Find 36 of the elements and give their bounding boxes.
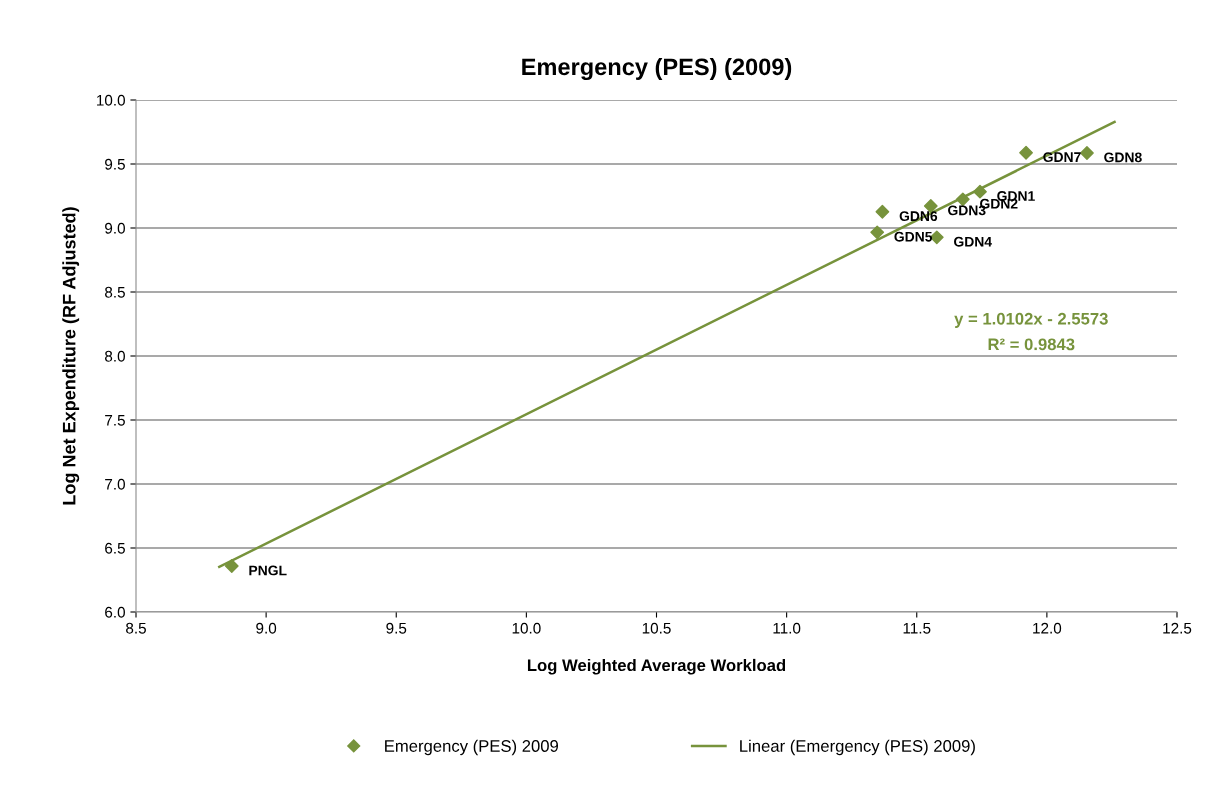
point	[870, 225, 885, 240]
y-tick-label: 8.5	[105, 286, 125, 298]
x-tick-label: 9.0	[256, 622, 277, 634]
annotation: GDN7	[1043, 152, 1081, 163]
x-axis-title: Log Weighted Average Workload	[527, 658, 786, 675]
chart-title: Emergency (PES) (2009)	[522, 57, 792, 80]
y-tick-label: 7.0	[105, 478, 125, 490]
point	[875, 204, 890, 219]
y-tick-label: 7.5	[105, 415, 125, 426]
legend-label: Linear (Emergency (PES) 2009)	[740, 739, 975, 756]
annotation: PNGL	[249, 565, 287, 576]
point	[973, 184, 987, 199]
x-tick-label: 10.5	[642, 622, 671, 634]
x-tick-label: 8.5	[126, 622, 146, 634]
x-tick-label: 10.0	[512, 622, 541, 634]
y-axis-title: Log Net Expenditure (RF Adjusted)	[62, 207, 80, 505]
x-tick-label: 11.5	[903, 622, 931, 634]
x-tick-label: 12.0	[1033, 622, 1062, 634]
y-tick-label: 8.0	[105, 350, 125, 362]
point	[1080, 146, 1094, 160]
annotation: GDN8	[1104, 152, 1142, 163]
annotation: GDN5	[894, 231, 933, 242]
y-tick-label: 9.5	[105, 158, 125, 170]
annotation: R² = 0.9843	[988, 338, 1075, 351]
y-tick-label: 9.0	[105, 222, 125, 234]
x-tick-label: 11.0	[773, 622, 801, 634]
annotation: GDN4	[954, 236, 992, 247]
y-tick-label: 6.0	[105, 606, 125, 618]
x-tick-label: 12.5	[1163, 622, 1192, 634]
legend-label: Emergency (PES) 2009	[385, 739, 559, 756]
y-tick-label: 6.5	[105, 542, 125, 554]
annotation: y = 1.0102x - 2.5573	[954, 312, 1108, 328]
x-tick-label: 9.5	[386, 622, 407, 634]
point	[224, 559, 239, 573]
point	[1019, 145, 1033, 160]
y-tick-label: 10.0	[97, 94, 125, 106]
